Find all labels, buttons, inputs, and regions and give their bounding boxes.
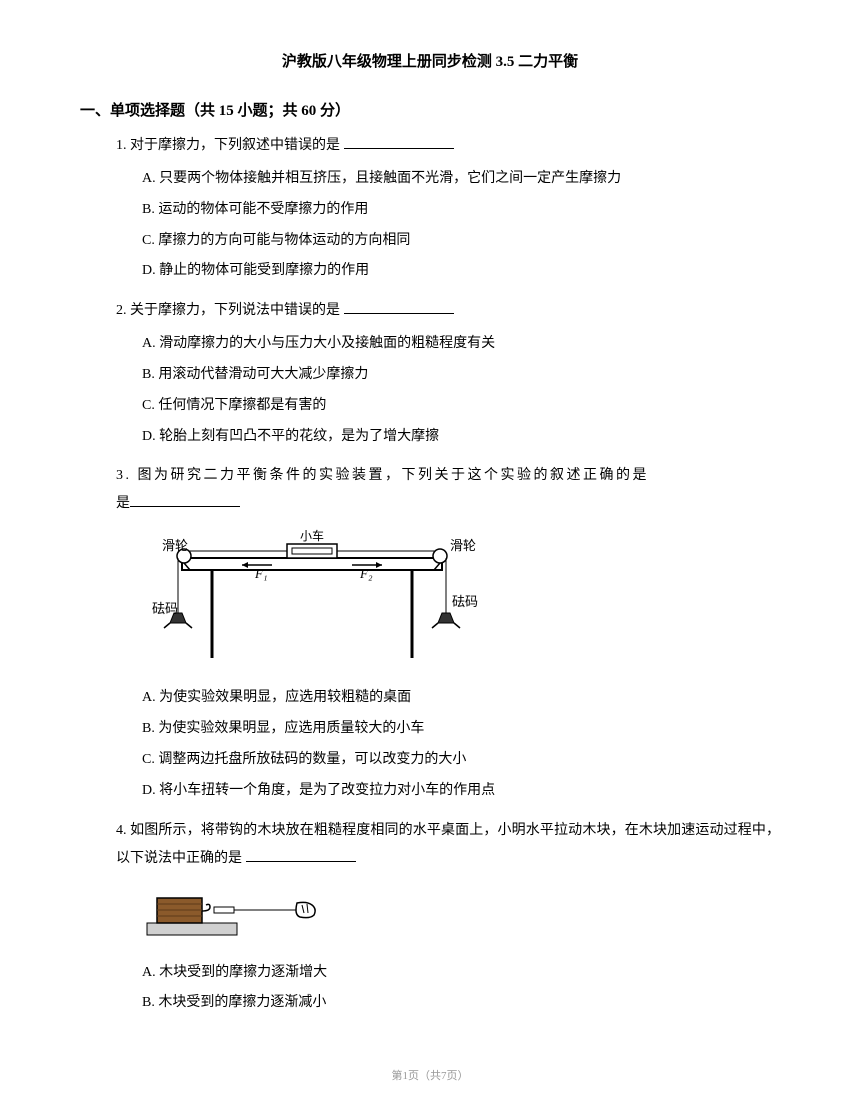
option-label: B. bbox=[142, 202, 158, 217]
diagram-q4 bbox=[142, 883, 342, 943]
option-d: D. 静止的物体可能受到摩擦力的作用 bbox=[142, 256, 780, 287]
cart-label: 小车 bbox=[300, 528, 324, 543]
option-b: B. 为使实验效果明显，应选用质量较大的小车 bbox=[142, 714, 780, 745]
option-label: C. bbox=[142, 233, 158, 248]
question-stem: 2. 关于摩擦力，下列说法中错误的是 bbox=[116, 297, 780, 325]
option-text: 将小车扭转一个角度，是为了改变拉力对小车的作用点 bbox=[159, 783, 495, 798]
option-label: B. bbox=[142, 721, 158, 736]
question-1: 1. 对于摩擦力，下列叙述中错误的是 A. 只要两个物体接触并相互挤压，且接触面… bbox=[116, 132, 780, 287]
question-3: 3. 图为研究二力平衡条件的实验装置，下列关于这个实验的叙述正确的是 是 小车 bbox=[116, 462, 780, 806]
option-text: 只要两个物体接触并相互挤压，且接触面不光滑，它们之间一定产生摩擦力 bbox=[159, 171, 621, 186]
weight-left-label: 砝码 bbox=[152, 601, 178, 616]
options: A. 木块受到的摩擦力逐渐增大 B. 木块受到的摩擦力逐渐减小 bbox=[142, 958, 780, 1020]
option-a: A. 为使实验效果明显，应选用较粗糙的桌面 bbox=[142, 683, 780, 714]
stem-text: 如图所示，将带钩的木块放在粗糙程度相同的水平桌面上，小明水平拉动木块，在木块加速… bbox=[116, 823, 780, 866]
option-text: 为使实验效果明显，应选用较粗糙的桌面 bbox=[159, 690, 411, 705]
option-d: D. 将小车扭转一个角度，是为了改变拉力对小车的作用点 bbox=[142, 776, 780, 807]
option-text: 滑动摩擦力的大小与压力大小及接触面的粗糙程度有关 bbox=[159, 336, 495, 351]
option-text: 运动的物体可能不受摩擦力的作用 bbox=[158, 202, 368, 217]
option-c: C. 摩擦力的方向可能与物体运动的方向相同 bbox=[142, 226, 780, 257]
option-label: B. bbox=[142, 367, 158, 382]
question-4-figure bbox=[142, 883, 780, 948]
option-label: D. bbox=[142, 429, 159, 444]
options: A. 只要两个物体接触并相互挤压，且接触面不光滑，它们之间一定产生摩擦力 B. … bbox=[142, 164, 780, 287]
option-c: C. 任何情况下摩擦都是有害的 bbox=[142, 391, 780, 422]
document-title: 沪教版八年级物理上册同步检测 3.5 二力平衡 bbox=[80, 50, 780, 71]
question-number: 4. bbox=[116, 823, 127, 838]
question-number: 2. bbox=[116, 303, 127, 318]
answer-blank bbox=[246, 848, 356, 862]
pulley-right-label: 滑轮 bbox=[450, 538, 476, 553]
option-text: 用滚动代替滑动可大大减少摩擦力 bbox=[158, 367, 368, 382]
option-text: 木块受到的摩擦力逐渐减小 bbox=[158, 995, 326, 1010]
option-label: D. bbox=[142, 263, 159, 278]
f2-label: F₂ bbox=[359, 566, 373, 581]
page-footer: 第1页（共7页） bbox=[0, 1067, 860, 1083]
option-a: A. 木块受到的摩擦力逐渐增大 bbox=[142, 958, 780, 989]
diagram-q3: 小车 滑轮 滑轮 砝码 砝码 bbox=[142, 528, 482, 668]
answer-blank bbox=[344, 300, 454, 314]
question-2: 2. 关于摩擦力，下列说法中错误的是 A. 滑动摩擦力的大小与压力大小及接触面的… bbox=[116, 297, 780, 452]
pulley-left-label: 滑轮 bbox=[162, 538, 188, 553]
option-a: A. 只要两个物体接触并相互挤压，且接触面不光滑，它们之间一定产生摩擦力 bbox=[142, 164, 780, 195]
option-label: A. bbox=[142, 171, 159, 186]
question-number: 1. bbox=[116, 138, 127, 153]
stem-text: 图为研究二力平衡条件的实验装置，下列关于这个实验的叙述正确的是 bbox=[138, 468, 650, 483]
question-stem: 4. 如图所示，将带钩的木块放在粗糙程度相同的水平桌面上，小明水平拉动木块，在木… bbox=[116, 817, 780, 873]
option-label: C. bbox=[142, 752, 158, 767]
question-stem: 1. 对于摩擦力，下列叙述中错误的是 bbox=[116, 132, 780, 160]
option-d: D. 轮胎上刻有凹凸不平的花纹，是为了增大摩擦 bbox=[142, 422, 780, 453]
f1-label: F₁ bbox=[254, 566, 267, 581]
stem-text: 对于摩擦力，下列叙述中错误的是 bbox=[130, 138, 340, 153]
option-label: A. bbox=[142, 965, 159, 980]
option-text: 静止的物体可能受到摩擦力的作用 bbox=[159, 263, 369, 278]
option-text: 调整两边托盘所放砝码的数量，可以改变力的大小 bbox=[158, 752, 466, 767]
section-header: 一、单项选择题（共 15 小题；共 60 分） bbox=[80, 99, 780, 120]
option-b: B. 用滚动代替滑动可大大减少摩擦力 bbox=[142, 360, 780, 391]
option-b: B. 木块受到的摩擦力逐渐减小 bbox=[142, 988, 780, 1019]
weight-right-label: 砝码 bbox=[452, 594, 478, 609]
option-label: B. bbox=[142, 995, 158, 1010]
question-number: 3. bbox=[116, 468, 132, 483]
option-b: B. 运动的物体可能不受摩擦力的作用 bbox=[142, 195, 780, 226]
option-label: C. bbox=[142, 398, 158, 413]
option-text: 轮胎上刻有凹凸不平的花纹，是为了增大摩擦 bbox=[159, 429, 439, 444]
answer-blank bbox=[344, 135, 454, 149]
option-label: A. bbox=[142, 336, 159, 351]
options: A. 滑动摩擦力的大小与压力大小及接触面的粗糙程度有关 B. 用滚动代替滑动可大… bbox=[142, 329, 780, 452]
option-label: D. bbox=[142, 783, 159, 798]
option-text: 摩擦力的方向可能与物体运动的方向相同 bbox=[158, 233, 410, 248]
answer-blank bbox=[130, 493, 240, 507]
options: A. 为使实验效果明显，应选用较粗糙的桌面 B. 为使实验效果明显，应选用质量较… bbox=[142, 683, 780, 806]
option-text: 木块受到的摩擦力逐渐增大 bbox=[159, 965, 327, 980]
option-text: 任何情况下摩擦都是有害的 bbox=[158, 398, 326, 413]
question-4: 4. 如图所示，将带钩的木块放在粗糙程度相同的水平桌面上，小明水平拉动木块，在木… bbox=[116, 817, 780, 1020]
question-3-figure: 小车 滑轮 滑轮 砝码 砝码 bbox=[142, 528, 780, 673]
question-stem: 3. 图为研究二力平衡条件的实验装置，下列关于这个实验的叙述正确的是 是 bbox=[116, 462, 780, 518]
stem-text: 关于摩擦力，下列说法中错误的是 bbox=[130, 303, 340, 318]
option-a: A. 滑动摩擦力的大小与压力大小及接触面的粗糙程度有关 bbox=[142, 329, 780, 360]
option-text: 为使实验效果明显，应选用质量较大的小车 bbox=[158, 721, 424, 736]
option-label: A. bbox=[142, 690, 159, 705]
option-c: C. 调整两边托盘所放砝码的数量，可以改变力的大小 bbox=[142, 745, 780, 776]
